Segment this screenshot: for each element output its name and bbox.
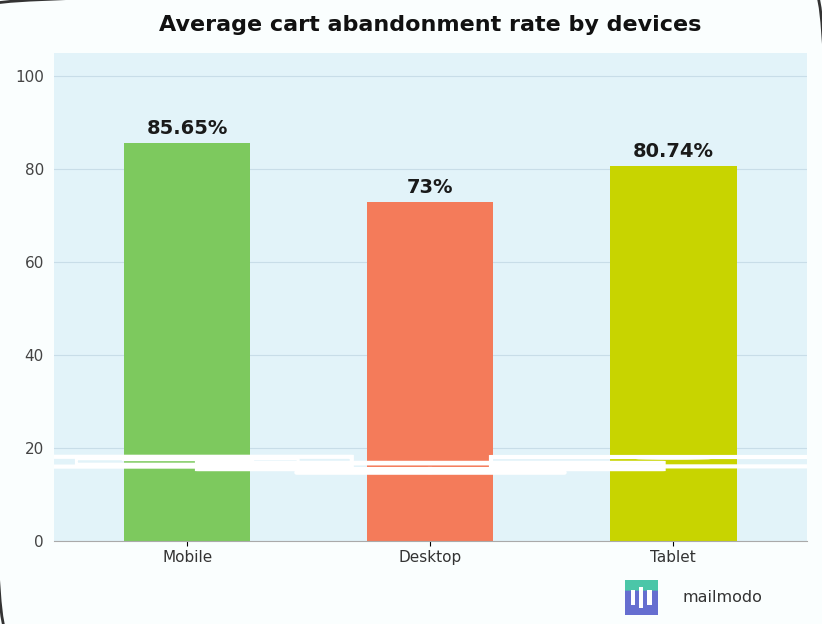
Bar (639, 587, 644, 608)
FancyBboxPatch shape (620, 575, 663, 620)
Bar (124, 143, 251, 540)
FancyBboxPatch shape (620, 590, 663, 620)
Bar (367, 202, 493, 540)
Bar (610, 166, 737, 540)
Title: Average cart abandonment rate by devices: Average cart abandonment rate by devices (159, 15, 701, 35)
Text: 80.74%: 80.74% (633, 142, 713, 161)
Text: 85.65%: 85.65% (146, 119, 228, 139)
Text: mailmodo: mailmodo (682, 590, 762, 605)
Bar (630, 590, 635, 605)
Text: 73%: 73% (407, 178, 454, 197)
Circle shape (636, 457, 710, 459)
Bar (647, 590, 652, 605)
